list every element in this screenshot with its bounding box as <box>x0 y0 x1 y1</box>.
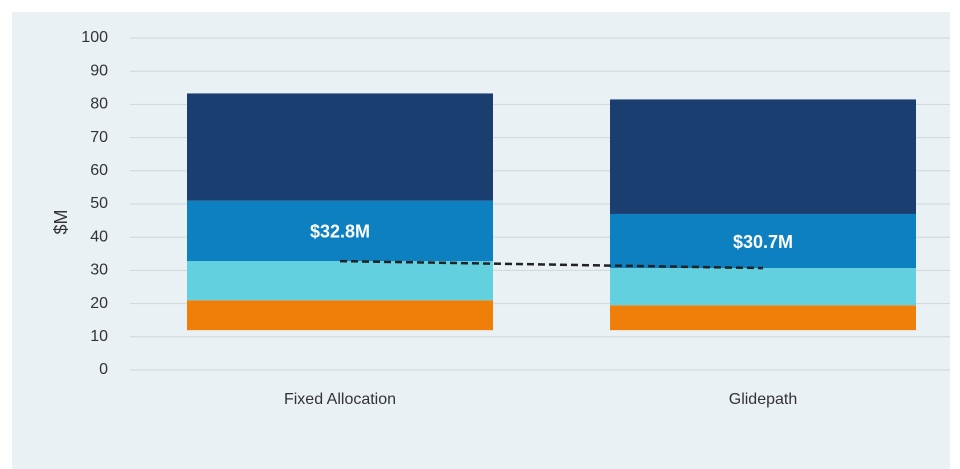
y-tick-label: 30 <box>90 262 108 279</box>
annotation-label: $30.7M <box>733 232 793 252</box>
bar-segment <box>187 200 493 262</box>
y-tick-label: 100 <box>81 29 108 46</box>
y-axis-label: $M <box>51 209 71 234</box>
y-tick-label: 0 <box>99 361 108 378</box>
bar-segment <box>610 99 916 214</box>
y-tick-label: 50 <box>90 195 108 212</box>
bar-segment <box>187 93 493 201</box>
y-tick-label: 10 <box>90 328 108 345</box>
x-tick-label: Glidepath <box>729 391 798 408</box>
bar-segment <box>610 305 916 331</box>
bar-segment <box>610 268 916 306</box>
bar-segment <box>610 213 916 269</box>
y-tick-label: 20 <box>90 295 108 312</box>
reference-line <box>339 259 764 270</box>
y-tick-label: 80 <box>90 96 108 113</box>
bar-segment <box>187 300 493 331</box>
y-tick-label: 90 <box>90 62 108 79</box>
annotation-label: $32.8M <box>310 222 370 242</box>
bar-segment <box>187 261 493 301</box>
x-tick-label: Fixed Allocation <box>284 391 396 408</box>
y-tick-label: 70 <box>90 129 108 146</box>
y-tick-label: 60 <box>90 162 108 179</box>
y-tick-label: 40 <box>90 228 108 245</box>
